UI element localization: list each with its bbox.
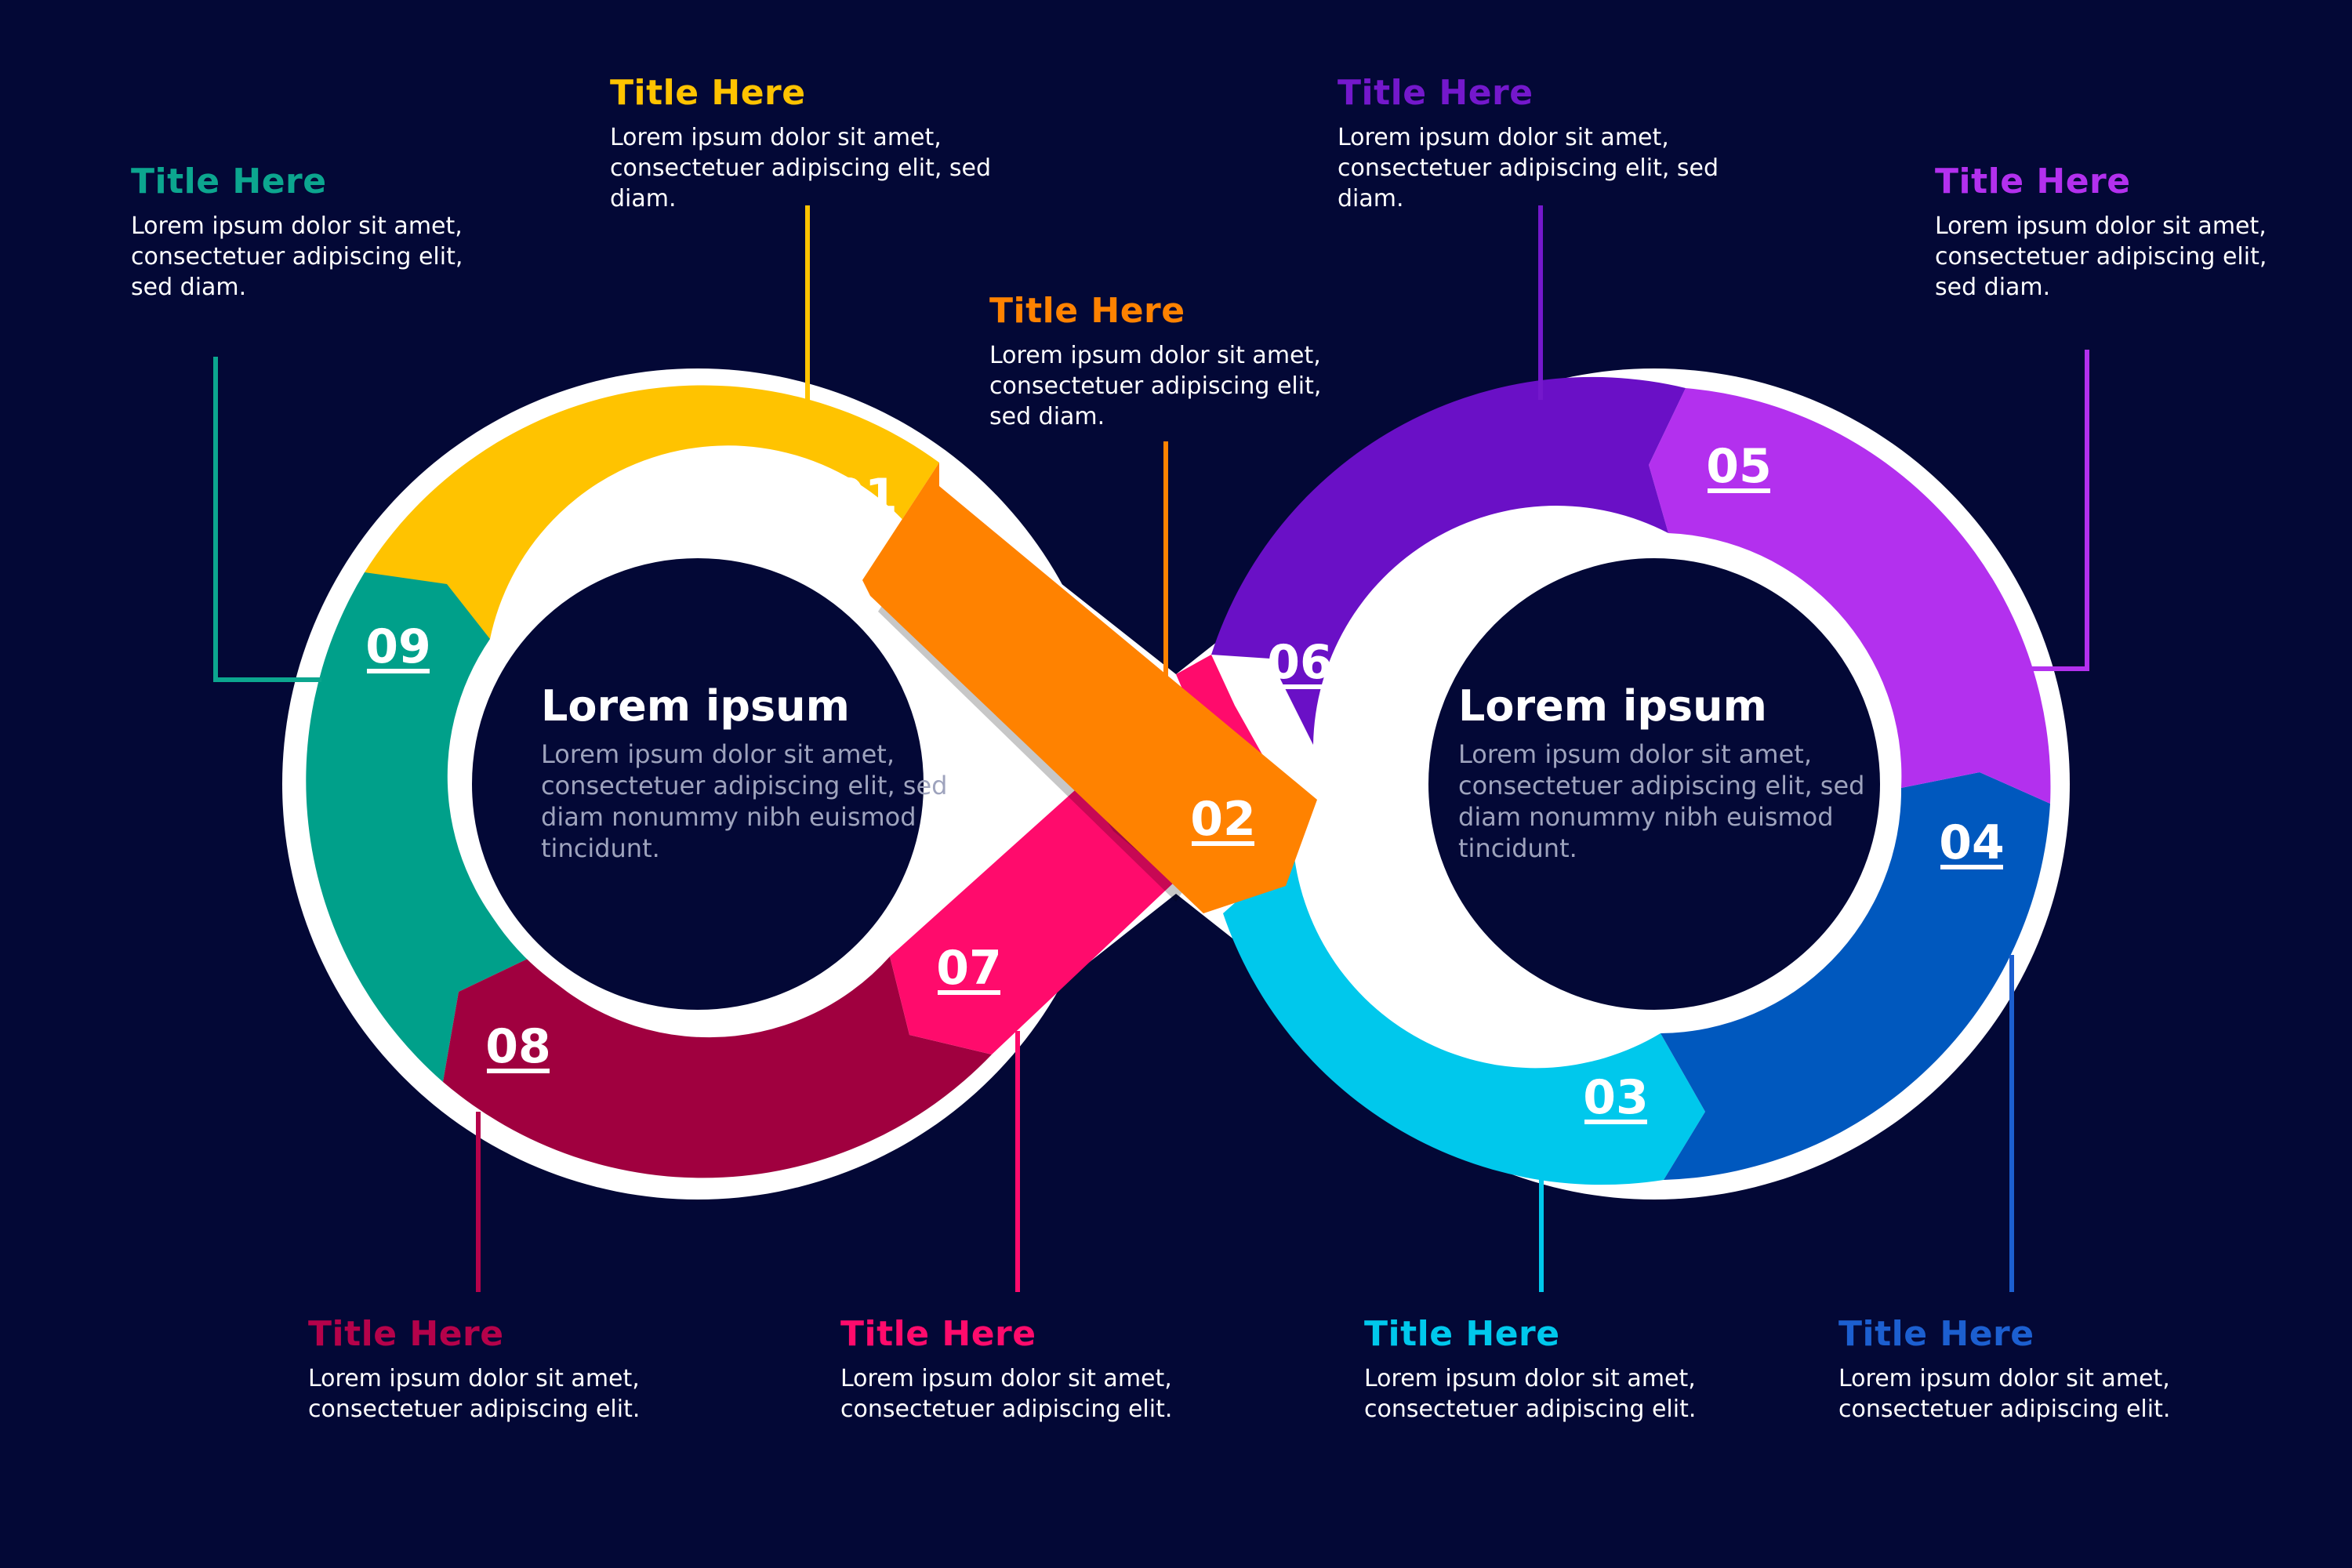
callout-06: Title Here Lorem ipsum dolor sit amet, c…: [1338, 72, 1777, 214]
connector-09: [213, 357, 321, 682]
right-hole: [1410, 539, 1899, 1029]
callout-text-02: Lorem ipsum dolor sit amet, consectetuer…: [989, 342, 1322, 430]
step-number-03: 03: [1583, 1070, 1649, 1125]
callout-09: Title Here Lorem ipsum dolor sit amet, c…: [131, 161, 476, 303]
segment-07: [890, 784, 1174, 1054]
callout-title-03: Title Here: [1364, 1314, 1560, 1354]
callout-text-04: Lorem ipsum dolor sit amet, consectetuer…: [1838, 1365, 2171, 1423]
callout-05: Title Here Lorem ipsum dolor sit amet, c…: [1935, 161, 2280, 303]
crossing-band: [862, 463, 1317, 913]
segment-09: [306, 572, 529, 1082]
segment-01: [365, 385, 939, 639]
step-number-02: 02: [1190, 792, 1256, 847]
left-center-block: Lorem ipsum Lorem ipsum dolor sit amet, …: [541, 681, 949, 864]
inner-holes: [453, 539, 1899, 1029]
callout-02: Title Here Lorem ipsum dolor sit amet, c…: [989, 290, 1366, 432]
right-center-heading: Lorem ipsum: [1458, 681, 1767, 731]
left-center-heading: Lorem ipsum: [541, 681, 850, 731]
callout-title-02: Title Here: [989, 291, 1185, 331]
step-numbers: 01 02 03 04 05 06 07 08 09: [365, 439, 2005, 1125]
callout-01: Title Here Lorem ipsum dolor sit amet, c…: [610, 72, 1049, 214]
callout-text-01: Lorem ipsum dolor sit amet, consectetuer…: [610, 124, 992, 212]
step-number-06: 06: [1267, 635, 1333, 690]
callout-title-01: Title Here: [610, 73, 806, 113]
right-center-body: Lorem ipsum dolor sit amet, consectetuer…: [1458, 739, 1865, 863]
callout-title-07: Title Here: [840, 1314, 1036, 1354]
segment-06: [1211, 376, 1686, 745]
step-number-01: 01: [832, 469, 898, 524]
callout-07: Title Here Lorem ipsum dolor sit amet, c…: [840, 1313, 1248, 1425]
step-number-05: 05: [1706, 439, 1772, 494]
callout-title-08: Title Here: [308, 1314, 504, 1354]
callout-03: Title Here Lorem ipsum dolor sit amet, c…: [1364, 1313, 1772, 1425]
step-number-09: 09: [365, 619, 431, 674]
callout-title-09: Title Here: [131, 162, 327, 201]
callout-04: Title Here Lorem ipsum dolor sit amet, c…: [1838, 1313, 2246, 1425]
step-number-07: 07: [936, 941, 1002, 996]
callout-text-06: Lorem ipsum dolor sit amet, consectetuer…: [1338, 124, 1719, 212]
segment-02: [862, 463, 1317, 913]
connector-lines: [213, 205, 2089, 1292]
callout-text-08: Lorem ipsum dolor sit amet, consectetuer…: [308, 1365, 641, 1423]
step-number-underlines: [367, 488, 2003, 1124]
step-number-08: 08: [485, 1019, 551, 1074]
segment-08: [443, 956, 992, 1178]
left-center-body: Lorem ipsum dolor sit amet, consectetuer…: [541, 739, 948, 863]
connector-05: [2032, 350, 2089, 671]
segment-03: [1223, 851, 1705, 1185]
callout-text-07: Lorem ipsum dolor sit amet, consectetuer…: [840, 1365, 1173, 1423]
callout-title-05: Title Here: [1935, 162, 2131, 201]
callout-text-03: Lorem ipsum dolor sit amet, consectetuer…: [1364, 1365, 1697, 1423]
callout-text-05: Lorem ipsum dolor sit amet, consectetuer…: [1935, 212, 2267, 301]
segment-04: [1661, 772, 2050, 1180]
right-center-block: Lorem ipsum Lorem ipsum dolor sit amet, …: [1458, 681, 1866, 864]
left-hole: [453, 539, 942, 1029]
step-number-04: 04: [1939, 815, 2005, 870]
callout-08: Title Here Lorem ipsum dolor sit amet, c…: [308, 1313, 716, 1425]
callout-text-09: Lorem ipsum dolor sit amet, consectetuer…: [131, 212, 463, 301]
callout-title-04: Title Here: [1838, 1314, 2034, 1354]
callout-title-06: Title Here: [1338, 73, 1534, 113]
